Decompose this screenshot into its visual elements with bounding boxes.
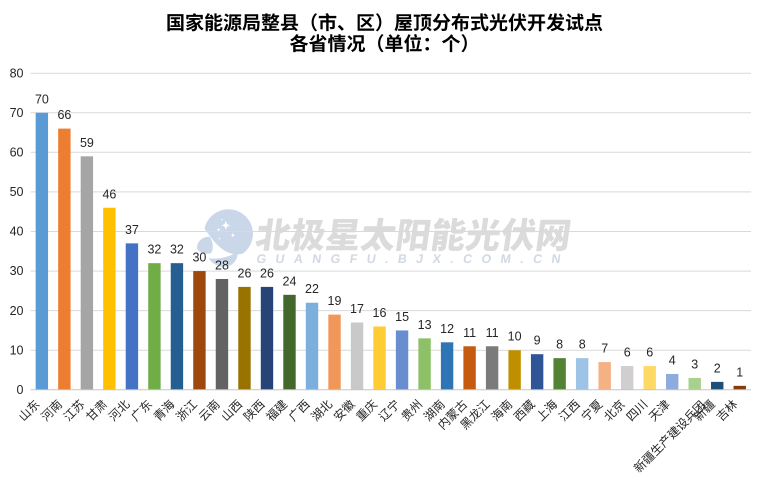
svg-text:70: 70: [35, 92, 49, 106]
svg-text:12: 12: [440, 322, 454, 336]
svg-text:16: 16: [373, 306, 387, 320]
svg-text:4: 4: [669, 354, 676, 368]
svg-text:28: 28: [215, 259, 229, 273]
svg-text:3: 3: [691, 357, 698, 371]
svg-text:26: 26: [260, 266, 274, 280]
svg-text:10: 10: [10, 343, 24, 357]
svg-text:11: 11: [486, 326, 499, 340]
svg-text:9: 9: [534, 334, 541, 348]
svg-text:20: 20: [10, 304, 24, 318]
svg-text:6: 6: [646, 346, 653, 360]
svg-text:26: 26: [238, 266, 252, 280]
svg-text:40: 40: [10, 225, 24, 239]
svg-text:50: 50: [10, 185, 24, 199]
svg-text:22: 22: [305, 282, 319, 296]
svg-text:24: 24: [283, 274, 297, 288]
svg-text:80: 80: [10, 66, 24, 80]
svg-text:13: 13: [418, 318, 432, 332]
svg-text:70: 70: [10, 106, 24, 120]
svg-text:46: 46: [102, 187, 116, 201]
svg-text:32: 32: [170, 243, 184, 257]
svg-text:60: 60: [10, 145, 24, 159]
svg-text:30: 30: [192, 251, 206, 265]
svg-text:32: 32: [147, 243, 161, 257]
svg-text:7: 7: [601, 342, 608, 356]
svg-text:10: 10: [508, 330, 522, 344]
svg-text:6: 6: [624, 346, 631, 360]
svg-text:8: 8: [556, 338, 563, 352]
svg-text:0: 0: [17, 383, 24, 397]
svg-text:15: 15: [395, 310, 409, 324]
svg-text:17: 17: [350, 302, 364, 316]
svg-text:2: 2: [714, 361, 721, 375]
svg-text:8: 8: [579, 338, 586, 352]
svg-text:66: 66: [57, 108, 71, 122]
svg-text:11: 11: [463, 326, 476, 340]
svg-text:59: 59: [80, 136, 94, 150]
svg-text:30: 30: [10, 264, 24, 278]
svg-text:37: 37: [125, 223, 139, 237]
svg-text:1: 1: [736, 365, 743, 379]
svg-text:19: 19: [328, 294, 342, 308]
